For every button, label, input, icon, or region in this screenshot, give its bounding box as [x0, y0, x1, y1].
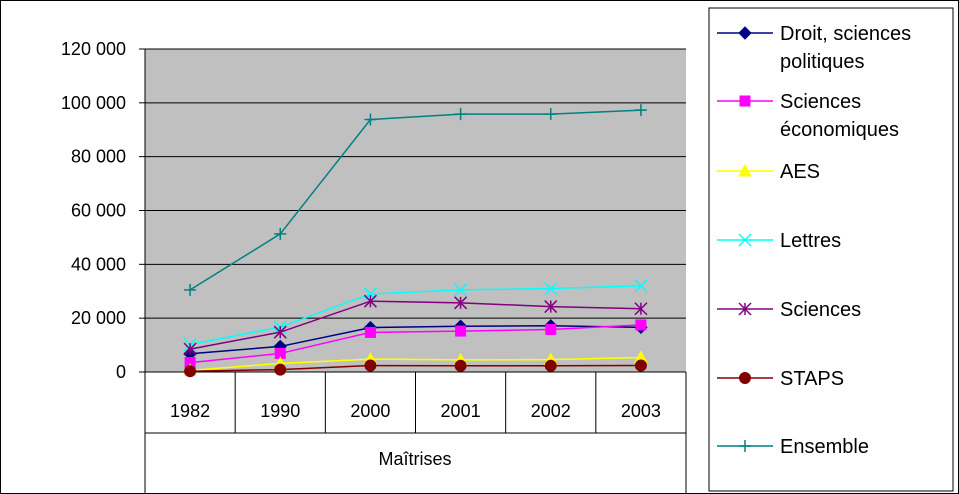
y-tick-label: 120 000 — [61, 39, 126, 59]
legend-item: Sciences économiques — [717, 91, 899, 141]
legend-item: AES — [717, 161, 820, 183]
data-point-plus — [739, 440, 751, 452]
data-point-circle — [274, 363, 287, 376]
x-category-label: 2000 — [350, 401, 390, 421]
y-tick-label: 20 000 — [71, 308, 126, 328]
series-line — [190, 324, 641, 364]
legend-label: économiques — [780, 119, 899, 141]
series-line — [189, 300, 641, 350]
data-point-x — [544, 282, 558, 296]
y-tick-label: 100 000 — [61, 93, 126, 113]
series-line — [190, 356, 641, 372]
data-point-plus — [544, 108, 557, 121]
data-point-asterisk — [183, 342, 197, 356]
legend-label: Ensemble — [780, 436, 869, 458]
data-point-square — [364, 326, 376, 338]
data-point-asterisk — [634, 302, 648, 316]
data-point-asterisk — [454, 296, 468, 310]
data-point-asterisk — [363, 294, 377, 308]
series-line — [189, 285, 641, 346]
legend-box — [708, 7, 954, 492]
legend-item: STAPS — [717, 368, 844, 390]
data-point-x — [454, 283, 468, 297]
data-point-asterisk — [544, 300, 558, 314]
legend-label: STAPS — [780, 368, 844, 390]
x-category-label: 1990 — [260, 401, 300, 421]
series-staps — [184, 359, 647, 378]
series-line — [190, 364, 641, 372]
data-point-plus — [634, 104, 647, 117]
data-point-plus — [274, 227, 287, 240]
legend-item: Droit, sciences politiques — [717, 23, 911, 73]
y-tick-label: 0 — [116, 362, 126, 382]
data-point-plus — [364, 113, 377, 126]
data-point-x — [634, 279, 648, 293]
data-point-square — [635, 319, 647, 331]
data-point-circle — [634, 359, 647, 372]
x-category-label: 2002 — [531, 401, 571, 421]
series-line — [190, 324, 641, 355]
y-tick-label: 40 000 — [71, 254, 126, 274]
gridlines — [145, 48, 686, 319]
legend: Droit, sciences politiques Sciences économi… — [717, 23, 911, 458]
data-point-plus — [184, 283, 197, 296]
series-line — [189, 109, 641, 291]
x-category-label: 1982 — [170, 401, 210, 421]
legend-item: Ensemble — [717, 436, 869, 458]
legend-item: Sciences — [717, 299, 861, 321]
data-point-triangle — [738, 163, 752, 177]
y-tick-label: 80 000 — [71, 147, 126, 167]
data-point-circle — [184, 365, 197, 378]
data-point-x — [738, 233, 752, 247]
data-point-square — [739, 95, 751, 107]
axes — [139, 48, 687, 494]
legend-label: Sciences — [780, 299, 861, 321]
legend-label: Lettres — [780, 230, 841, 252]
data-point-asterisk — [738, 302, 752, 316]
data-point-circle — [364, 359, 377, 372]
data-point-asterisk — [273, 325, 287, 339]
legend-item: Lettres — [717, 230, 841, 252]
series-layer — [183, 104, 648, 378]
data-point-diamond — [738, 26, 752, 40]
data-point-circle — [454, 359, 467, 372]
data-point-plus — [454, 108, 467, 121]
y-axis-tick-labels: 0 20 000 40 000 60 000 80 000 100 000 120 000 — [61, 39, 126, 382]
y-tick-label: 60 000 — [71, 201, 126, 221]
legend-label: Sciences — [780, 91, 861, 113]
x-axis-category-labels: 1982 1990 2000 2001 2002 2003 — [170, 401, 661, 421]
legend-label: politiques — [780, 51, 865, 73]
data-point-square — [455, 325, 467, 337]
x-axis-group-label: Maîtrises — [378, 449, 451, 469]
series-ensemble — [184, 104, 647, 296]
data-point-square — [545, 323, 557, 335]
x-category-label: 2001 — [441, 401, 481, 421]
data-point-circle — [739, 372, 751, 384]
series-sciences — [183, 294, 648, 356]
legend-label: Droit, sciences — [780, 23, 911, 45]
legend-label: AES — [780, 161, 820, 183]
x-category-label: 2003 — [621, 401, 661, 421]
data-point-circle — [544, 359, 557, 372]
